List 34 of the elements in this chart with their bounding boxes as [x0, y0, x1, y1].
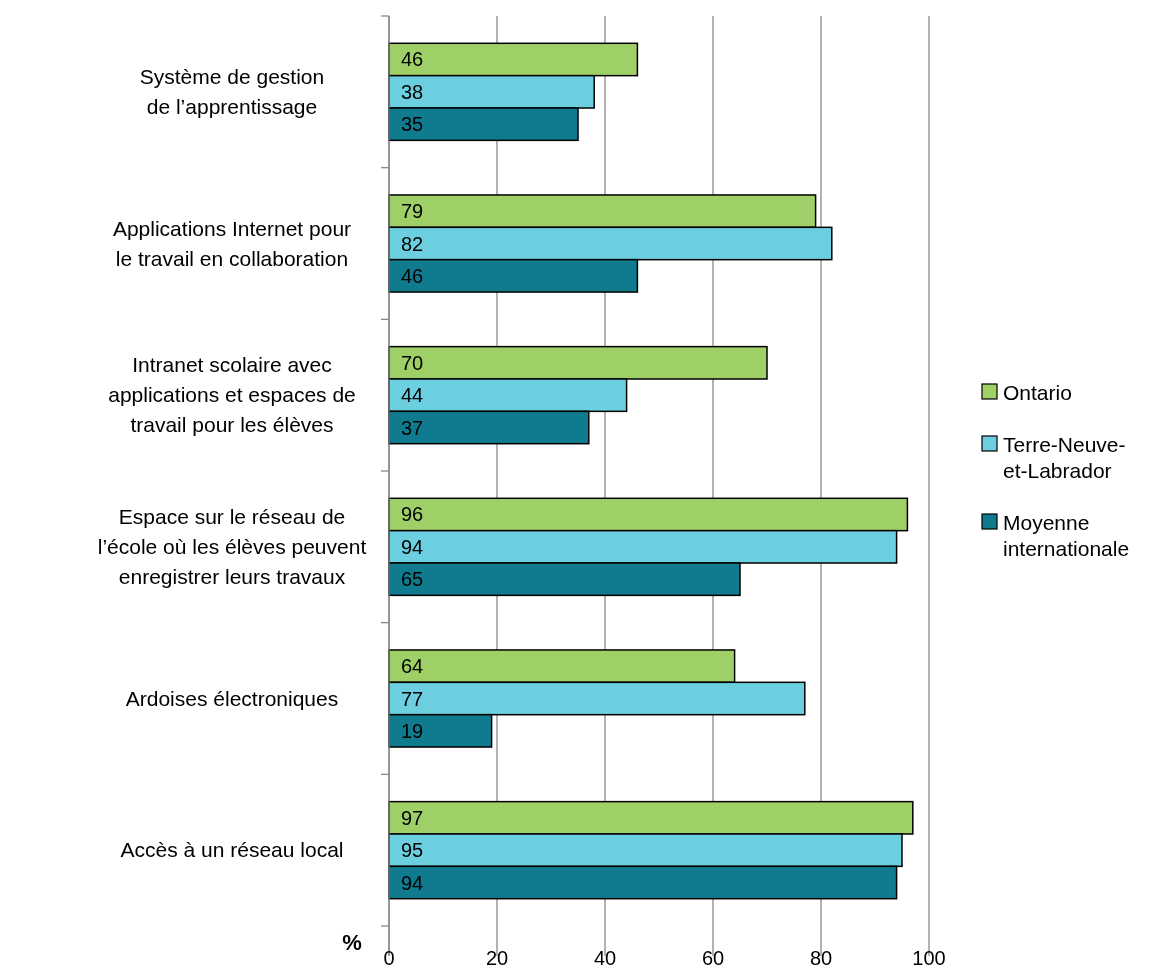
x-tick-label: 0 — [383, 947, 395, 969]
legend-label: Moyenne internationale — [1003, 511, 1130, 560]
x-tick-label: 40 — [593, 947, 617, 969]
data-label: 44 — [401, 384, 424, 407]
data-label: 64 — [401, 655, 424, 678]
legend-label: Ontario — [1003, 381, 1072, 404]
x-tick-label: 100 — [912, 947, 946, 969]
data-label: 70 — [401, 351, 424, 374]
data-label: 96 — [401, 503, 424, 526]
data-label: 82 — [401, 232, 424, 255]
legend-label: Terre-Neuve-et-Labrador — [1003, 433, 1126, 482]
data-label: 79 — [401, 200, 424, 223]
data-label: 38 — [401, 80, 424, 103]
y-tick-label: Accès à un réseau local — [120, 838, 344, 862]
data-label: 97 — [401, 806, 424, 829]
data-label: 46 — [401, 48, 424, 71]
data-label: 46 — [401, 264, 424, 287]
data-label: 94 — [401, 535, 424, 558]
y-tick-label: Applications Internet pour le travail en collaboration — [112, 216, 352, 270]
y-tick-label: Espace sur le réseau de l’école où les élèves peuvent enregistrer leurs travaux — [97, 504, 367, 588]
y-tick-label: Intranet scolaire avec applications et espaces de travail pour les élèves — [108, 353, 356, 437]
data-label: 35 — [401, 113, 424, 136]
data-label: 65 — [401, 568, 424, 591]
y-tick-label: Système de gestion de l’apprentissage — [139, 64, 325, 118]
data-label: 19 — [401, 719, 424, 742]
data-label: 37 — [401, 416, 424, 439]
x-tick-label: 60 — [701, 947, 725, 969]
data-label: 77 — [401, 687, 424, 710]
y-tick-label: Ardoises électroniques — [125, 686, 339, 710]
x-tick-label: 20 — [485, 947, 509, 969]
x-axis-title: % — [342, 930, 362, 955]
data-label: 95 — [401, 839, 424, 862]
data-label: 94 — [401, 871, 424, 894]
x-tick-label: 80 — [809, 947, 833, 969]
